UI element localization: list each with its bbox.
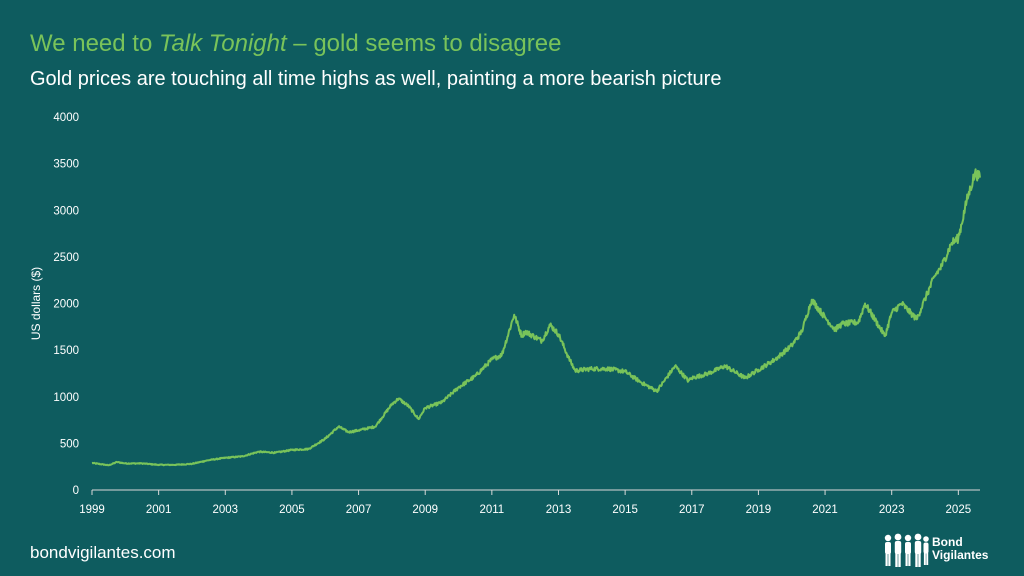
x-tick-label: 2007 [346, 504, 372, 516]
footer-url[interactable]: bondvigilantes.com [30, 543, 176, 562]
x-tick-label: 2017 [679, 504, 705, 516]
brand-line-1: Bond [932, 535, 963, 549]
y-tick-label: 0 [73, 485, 79, 497]
title-prefix: We need to [30, 30, 159, 57]
brand-line-2: Vigilantes [932, 548, 989, 562]
y-tick-label: 3000 [53, 205, 79, 217]
brand-logo: Bond Vigilantes [882, 530, 1012, 570]
x-tick-label: 1999 [79, 504, 105, 516]
x-tick-label: 2001 [146, 504, 172, 516]
x-tick-label: 2015 [612, 504, 638, 516]
y-tick-label: 4000 [53, 112, 79, 124]
y-tick-label: 2000 [53, 299, 79, 311]
x-tick-label: 2019 [746, 504, 772, 516]
x-tick-label: 2011 [479, 504, 504, 516]
gold-price-series-line [91, 168, 981, 467]
y-tick-label: 500 [60, 438, 79, 450]
y-tick-label: 3500 [53, 159, 79, 171]
title-suffix: – gold seems to disagree [286, 30, 562, 57]
page-subtitle: Gold prices are touching all time highs … [30, 68, 722, 90]
page-title: We need to Talk Tonight – gold seems to … [30, 30, 561, 58]
x-tick-label: 2023 [879, 504, 905, 516]
x-tick-label: 2009 [412, 504, 438, 516]
x-tick-label: 2025 [946, 504, 972, 516]
y-axis-label: US dollars ($) [29, 267, 43, 340]
title-emphasis: Talk Tonight [158, 30, 287, 57]
y-tick-label: 2500 [53, 252, 79, 264]
x-tick-label: 2005 [279, 504, 305, 516]
x-tick-label: 2003 [212, 504, 238, 516]
y-tick-label: 1000 [53, 392, 79, 404]
people-logo-icon [884, 533, 929, 567]
x-tick-label: 2013 [546, 504, 572, 516]
x-tick-label: 2021 [812, 504, 838, 516]
y-tick-label: 1500 [53, 345, 79, 357]
brand-name: Bond Vigilantes [932, 536, 988, 562]
